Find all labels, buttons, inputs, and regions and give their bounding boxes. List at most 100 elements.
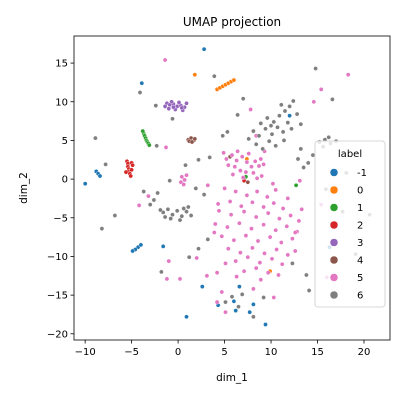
scatter-point xyxy=(263,322,268,327)
scatter-point xyxy=(240,96,246,101)
scatter-point xyxy=(298,146,304,152)
scatter-point xyxy=(273,143,279,149)
x-tick-label: 5 xyxy=(221,347,227,358)
scatter-point xyxy=(290,261,295,266)
scatter-point xyxy=(223,261,228,266)
scatter-point xyxy=(252,158,258,164)
scatter-point xyxy=(136,203,142,208)
scatter-point xyxy=(211,230,217,235)
scatter-point xyxy=(249,164,254,169)
scatter-point xyxy=(166,258,172,264)
scatter-point xyxy=(293,182,299,188)
x-tick-label: 20 xyxy=(358,347,371,358)
scatter-point xyxy=(225,224,230,230)
scatter-point xyxy=(147,202,153,207)
scatter-point xyxy=(168,216,173,221)
scatter-point xyxy=(82,181,88,186)
legend-marker xyxy=(329,185,339,195)
scatter-point xyxy=(235,148,240,154)
scatter-point xyxy=(273,187,279,193)
scatter-point xyxy=(296,218,302,224)
y-tick-label: 0 xyxy=(62,175,68,186)
scatter-point xyxy=(184,172,189,178)
scatter-point xyxy=(185,204,191,210)
y-axis-label: dim_2 xyxy=(18,172,30,204)
scatter-point xyxy=(234,158,239,163)
scatter-point xyxy=(196,246,201,251)
scatter-point xyxy=(225,162,231,168)
scatter-point xyxy=(268,123,274,128)
scatter-point xyxy=(233,189,238,194)
scatter-point xyxy=(181,206,186,211)
scatter-point xyxy=(174,208,180,214)
scatter-point xyxy=(176,100,182,105)
scatter-point xyxy=(216,208,222,214)
legend-label: -1 xyxy=(357,168,367,179)
legend-marker xyxy=(329,220,339,230)
scatter-point xyxy=(130,162,135,168)
scatter-point xyxy=(112,213,118,218)
x-tick-label: −10 xyxy=(75,347,96,358)
scatter-point xyxy=(273,227,279,233)
scatter-point xyxy=(229,152,235,158)
scatter-point xyxy=(261,162,266,167)
scatter-point xyxy=(205,182,211,188)
scatter-point xyxy=(177,217,183,223)
scatter-point xyxy=(290,236,295,241)
scatter-point xyxy=(177,276,183,282)
scatter-point xyxy=(246,151,251,156)
scatter-point xyxy=(235,112,240,118)
scatter-point xyxy=(93,135,98,141)
scatter-point xyxy=(306,288,312,293)
scatter-point xyxy=(230,172,236,177)
scatter-point xyxy=(243,169,249,175)
scatter-point xyxy=(251,286,256,292)
scatter-point xyxy=(313,66,318,71)
scatter-point xyxy=(224,156,229,162)
scatter-point xyxy=(183,162,188,168)
scatter-point xyxy=(170,116,175,122)
legend-box xyxy=(314,140,386,308)
x-tick-label: 0 xyxy=(175,347,181,358)
scatter-point xyxy=(271,200,277,206)
scatter-point xyxy=(233,308,238,313)
scatter-point xyxy=(275,125,280,130)
scatter-point xyxy=(250,199,255,205)
scatter-point xyxy=(153,103,159,108)
scatter-point xyxy=(214,270,220,276)
scatter-point xyxy=(138,242,144,248)
scatter-point xyxy=(184,314,189,320)
scatter-point xyxy=(258,277,264,283)
scatter-point xyxy=(182,177,187,183)
scatter-point xyxy=(158,207,163,213)
scatter-point xyxy=(179,174,185,180)
scatter-point xyxy=(250,245,255,251)
scatter-point xyxy=(289,126,294,132)
scatter-point xyxy=(239,154,245,159)
scatter-point xyxy=(129,167,134,173)
scatter-point xyxy=(287,104,292,109)
scatter-point xyxy=(269,256,275,262)
scatter-point xyxy=(159,269,164,275)
scatter-point xyxy=(97,173,103,179)
scatter-point xyxy=(282,108,288,114)
scatter-point xyxy=(229,294,235,300)
scatter-point xyxy=(165,206,171,212)
chart-title: UMAP projection xyxy=(183,15,281,29)
scatter-point xyxy=(259,173,265,179)
series-6 xyxy=(136,57,351,315)
scatter-point xyxy=(243,233,249,238)
scatter-point xyxy=(201,46,207,52)
scatter-point xyxy=(277,216,282,221)
scatter-point xyxy=(141,189,146,194)
scatter-point xyxy=(251,128,256,134)
scatter-point xyxy=(167,178,172,183)
y-tick-label: −20 xyxy=(47,329,68,340)
scatter-point xyxy=(241,209,247,214)
legend-marker xyxy=(329,238,339,247)
scatter-point xyxy=(285,196,291,201)
scatter-point xyxy=(248,107,253,112)
scatter-point xyxy=(258,121,264,126)
scatter-point xyxy=(214,299,220,305)
scatter-point xyxy=(326,134,332,140)
